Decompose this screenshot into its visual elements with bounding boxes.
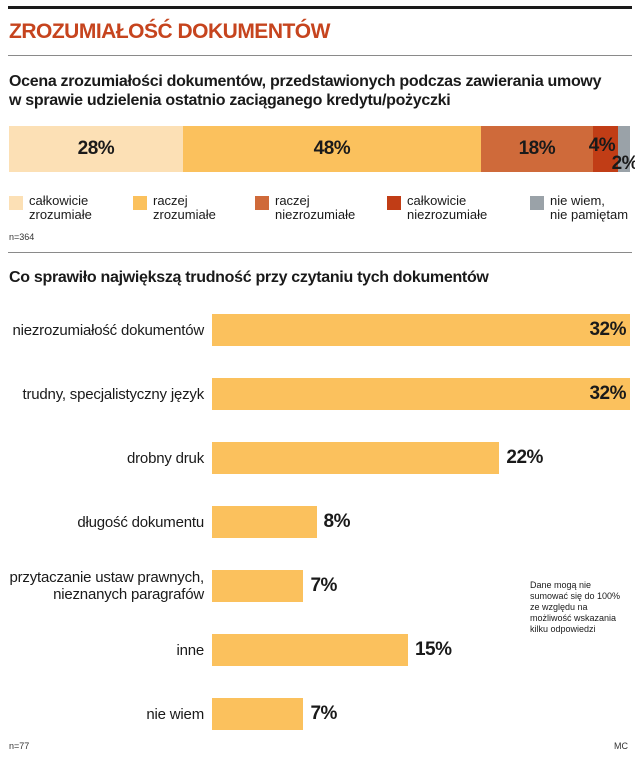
legend-swatch	[255, 196, 269, 210]
chart2-footnote: Dane mogą nie sumować się do 100% ze wzg…	[530, 580, 621, 634]
legend-swatch	[133, 196, 147, 210]
legend-swatch	[530, 196, 544, 210]
difficulty-bar	[212, 442, 500, 474]
bar-value-label: 32%	[589, 383, 626, 404]
difficulty-bar	[212, 698, 304, 730]
difficulty-bar	[212, 506, 317, 538]
difficulty-bar	[212, 634, 408, 666]
stacked-bar: 28% 48% 18% 4%2%	[9, 126, 635, 174]
stacked-segment	[617, 126, 630, 172]
bar-value-label: 8%	[323, 511, 351, 532]
stacked-segment	[182, 126, 481, 172]
legend-label: całkowicie niezrozumiałe	[407, 193, 488, 222]
legend-label: raczej zrozumiałe	[153, 193, 216, 222]
legend-item: całkowicie niezrozumiałe	[387, 194, 487, 222]
stacked-segment-label: 48%	[313, 138, 351, 159]
category-label: nie wiem	[146, 705, 204, 723]
top-rule	[8, 6, 632, 9]
chart1-title-line-1: Ocena zrozumiałości dokumentów, przedsta…	[9, 73, 602, 90]
title-divider	[8, 55, 632, 56]
difficulty-bar	[212, 570, 304, 602]
bar-value-label: 7%	[310, 703, 337, 724]
stacked-segment-label: 18%	[518, 138, 556, 159]
difficulty-bar-chart: niezrozumiałość dokumentów 32% trudny, spe…	[0, 300, 635, 740]
legend-label: nie wiem, nie pamiętam	[550, 193, 629, 222]
stacked-segment-label: 2%	[611, 153, 635, 174]
category-label: inne	[176, 641, 204, 659]
legend-item: całkowicie zrozumiałe	[9, 194, 92, 222]
legend-label: całkowicie zrozumiałe	[29, 193, 92, 222]
category-label: drobny druk	[126, 449, 204, 467]
bar-value-label: 22%	[506, 447, 543, 468]
difficulty-bar	[212, 314, 630, 346]
chart1-sample-size: n=364	[9, 232, 35, 242]
bar-value-label: 32%	[589, 319, 626, 340]
bar-value-label: 7%	[310, 575, 337, 596]
stacked-segment	[9, 126, 183, 172]
stacked-legend: całkowicie zrozumiałe raczej zrozumiałe racz…	[9, 194, 633, 226]
legend-item: raczej niezrozumiałe	[255, 194, 355, 222]
author-credit: MC	[614, 741, 628, 751]
difficulty-bar	[212, 378, 630, 410]
legend-item: raczej zrozumiałe	[133, 194, 216, 222]
legend-label: raczej niezrozumiałe	[275, 193, 356, 222]
chart1-title-line-2: w sprawie udzielenia ostatnio zaciąganeg…	[9, 92, 451, 109]
category-label: długość dokumentu	[77, 513, 204, 531]
chart2-title: Co sprawiło największą trudność przy czy…	[9, 269, 489, 286]
stacked-segment	[592, 126, 618, 172]
page-title: ZROZUMIAŁOŚĆ DOKUMENTÓW	[9, 20, 330, 43]
bar-value-label: 15%	[414, 639, 452, 660]
legend-swatch	[387, 196, 401, 210]
category-label: trudny, specjalistyczny język	[22, 385, 205, 403]
stacked-segment	[480, 126, 593, 172]
legend-swatch	[9, 196, 23, 210]
stacked-segment-label: 4%	[588, 135, 616, 156]
chart2-sample-size: n=77	[9, 741, 30, 751]
section-divider	[8, 252, 632, 253]
legend-item: nie wiem, nie pamiętam	[530, 194, 628, 222]
category-label: niezrozumiałość dokumentów	[12, 321, 204, 339]
category-label: przytaczanie ustaw prawnych, nieznanych p…	[9, 569, 205, 603]
stacked-segment-label: 28%	[77, 138, 115, 159]
chart1-title: Ocena zrozumiałości dokumentów, przedsta…	[9, 72, 601, 110]
